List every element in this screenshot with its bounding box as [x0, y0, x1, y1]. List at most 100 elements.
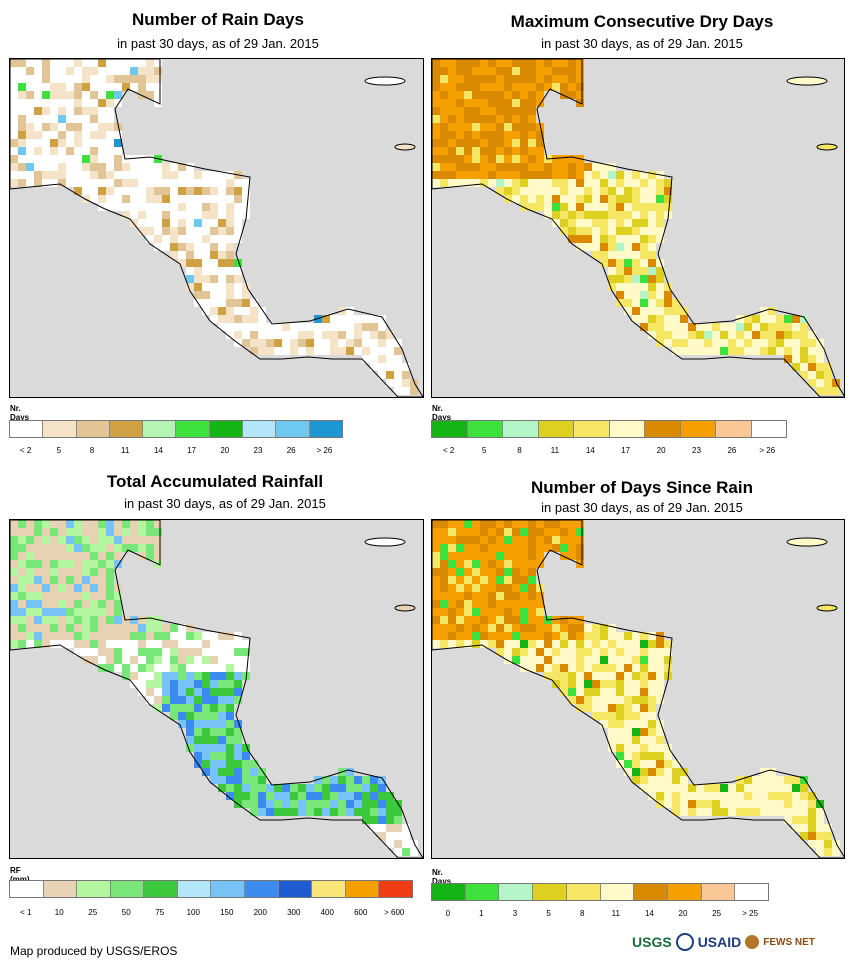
legend-swatch — [467, 421, 503, 437]
legend-label: 75 — [155, 908, 165, 917]
legend-label: 5 — [481, 446, 487, 455]
map-days-since-rain — [431, 519, 845, 859]
legend-label: 5 — [546, 909, 551, 918]
legend-title: RF (mm) — [10, 866, 30, 884]
legend-label: 17 — [187, 446, 197, 455]
legend-swatch — [609, 421, 645, 437]
map-canvas — [432, 520, 844, 858]
legend-swatch — [245, 881, 279, 897]
map-dry-days — [431, 58, 845, 398]
legend-swatch — [634, 884, 668, 900]
panel-title: Number of Rain Days — [132, 10, 304, 29]
legend-swatch — [345, 881, 380, 897]
panel-title: Total Accumulated Rainfall — [106, 472, 324, 491]
legend-swatch — [209, 421, 244, 437]
legend-title: Nr. Days — [432, 868, 452, 886]
island — [786, 76, 828, 86]
map-total-rainfall — [9, 519, 424, 859]
legend-swatch — [43, 881, 78, 897]
map-rain-days — [9, 58, 424, 398]
legend-label: 14 — [585, 446, 595, 455]
legend-label: > 26 — [316, 446, 333, 455]
legend-label: 26 — [727, 446, 737, 455]
legend-label: 200 — [253, 908, 267, 917]
legend-label: 17 — [621, 446, 631, 455]
legend-label: 23 — [692, 446, 701, 455]
island — [816, 604, 838, 612]
legend-label: 8 — [579, 909, 585, 918]
legend-label: 8 — [517, 446, 522, 455]
legend-label: 11 — [550, 446, 560, 455]
panel-subtitle: in past 30 days, as of 29 Jan. 2015 — [117, 36, 319, 51]
usaid-logo: USAID — [697, 934, 742, 950]
legend-swatch — [716, 421, 752, 437]
island — [786, 537, 828, 547]
legend-label: 26 — [286, 446, 296, 455]
agency-logos: USGS USAID FEWS NET — [632, 933, 815, 951]
legend-label: < 1 — [20, 908, 32, 917]
legend-label: 25 — [712, 909, 722, 918]
legend-swatch — [538, 421, 574, 437]
legend-label: 23 — [253, 446, 263, 455]
coastline — [432, 59, 844, 397]
legend-swatch — [144, 881, 178, 897]
legend-swatch — [667, 884, 702, 900]
legend-label: 25 — [88, 908, 98, 917]
legend-swatch — [243, 421, 277, 437]
legend-label: > 600 — [384, 908, 405, 917]
coastline — [10, 520, 423, 858]
legend-swatch — [751, 421, 786, 437]
legend-swatch — [499, 884, 534, 900]
legend-bar — [431, 883, 769, 901]
legend-label: 11 — [611, 909, 620, 918]
panel-subtitle: in past 30 days, as of 29 Jan. 2015 — [541, 500, 743, 515]
legend-swatch — [566, 884, 601, 900]
legend-swatch — [10, 421, 44, 437]
footer-credit: Map produced by USGS/EROS — [10, 944, 178, 958]
legend-swatch — [143, 421, 177, 437]
island — [816, 143, 838, 151]
legend-swatch — [312, 881, 346, 897]
legend-label: 0 — [445, 909, 451, 918]
fews-net-logo: FEWS NET — [763, 936, 815, 948]
legend-swatch — [465, 884, 500, 900]
legend-swatch — [432, 884, 466, 900]
island — [364, 537, 406, 547]
legend-label: 14 — [644, 909, 654, 918]
coastline — [432, 520, 844, 858]
legend-label: 600 — [354, 908, 368, 917]
legend-swatch — [177, 881, 212, 897]
legend-label: 11 — [121, 446, 130, 455]
coastline — [10, 59, 423, 397]
legend-swatch — [77, 881, 111, 897]
panel-subtitle: in past 30 days, as of 29 Jan. 2015 — [124, 496, 326, 511]
usgs-logo: USGS — [632, 934, 672, 950]
legend-bar — [431, 420, 787, 438]
island — [394, 604, 416, 612]
legend-swatch — [76, 421, 110, 437]
legend-swatch — [574, 421, 610, 437]
map-canvas — [10, 520, 423, 858]
legend-title: Nr. Days — [432, 404, 452, 422]
legend-bar — [9, 420, 343, 438]
legend-swatch — [379, 881, 412, 897]
legend-swatch — [176, 421, 210, 437]
legend-label: 20 — [678, 909, 688, 918]
legend-swatch — [645, 421, 681, 437]
legend-label: 5 — [56, 446, 62, 455]
legend-swatch — [110, 881, 145, 897]
legend-swatch — [276, 421, 310, 437]
legend-label: 3 — [512, 909, 518, 918]
legend-label: 1 — [479, 909, 484, 918]
island — [394, 143, 416, 151]
legend-title: Nr. Days — [10, 404, 30, 422]
map-canvas — [432, 59, 844, 397]
legend-swatch — [680, 421, 716, 437]
legend-label: 20 — [656, 446, 666, 455]
legend-label: 50 — [121, 908, 131, 917]
legend-label: < 2 — [19, 446, 32, 455]
map-canvas — [10, 59, 423, 397]
legend-label: 8 — [89, 446, 95, 455]
legend-label: 150 — [220, 908, 234, 917]
legend-bar — [9, 880, 413, 898]
